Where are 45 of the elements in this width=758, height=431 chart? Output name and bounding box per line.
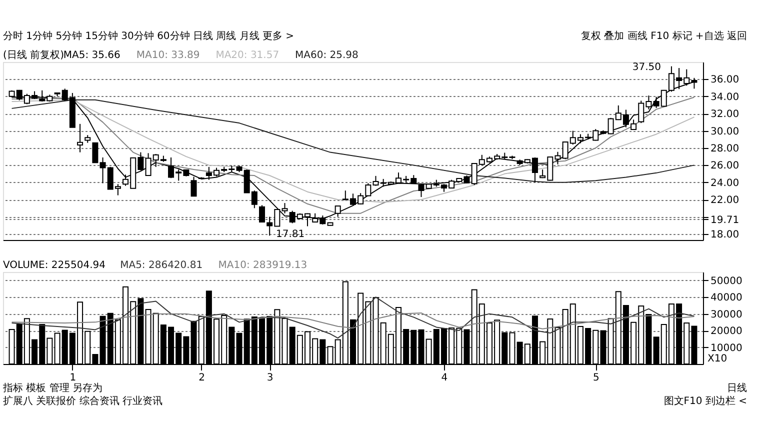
- text: MA10: 33.89: [136, 50, 200, 61]
- text: MA20: 31.57: [216, 50, 280, 61]
- y-tick-label: 30.00: [710, 126, 740, 138]
- line-series: [11, 99, 695, 183]
- x-tick-label: 4: [441, 372, 448, 384]
- text: MA60: 25.98: [295, 50, 358, 61]
- candlestick: [282, 202, 288, 214]
- text: 指标 模板 管理 另存为: [2, 382, 103, 394]
- candlestick: [92, 142, 98, 164]
- y-tick-label: 10000: [710, 342, 742, 354]
- text: 分时 1分钟 5分钟 15分钟 30分钟 60分钟 日线 周线 月线 更多 >: [3, 30, 294, 42]
- text: MA10: 283919.13: [218, 260, 308, 271]
- y-tick-label: 36.00: [710, 74, 740, 86]
- candlestick: [418, 184, 424, 198]
- y-tick-label: 24.00: [710, 178, 740, 189]
- y-tick-label: 28.00: [710, 143, 740, 154]
- line-series: [11, 296, 695, 339]
- y-axis-title: X10: [708, 354, 728, 364]
- y-tick-label: 22.00: [710, 195, 740, 206]
- chart-title: (日线 前复权): [3, 49, 64, 61]
- y-tick-label: 40000: [710, 292, 742, 304]
- y-tick-label: 26.00: [710, 160, 740, 172]
- candlestick: [190, 176, 197, 197]
- y-tick-label: 34.00: [710, 92, 740, 103]
- candlestick: [259, 204, 266, 222]
- text: MA5: 286420.81: [120, 260, 203, 271]
- text: 图文F10 到边栏 <: [664, 395, 747, 407]
- x-tick-label: 2: [198, 372, 206, 384]
- y-tick-label: 19.71: [710, 214, 740, 226]
- y-tick-label: 32.00: [710, 109, 740, 120]
- x-tick-label: 5: [592, 372, 600, 384]
- x-tick-label: 3: [266, 372, 274, 384]
- text: VOLUME: 225504.94: [3, 260, 106, 271]
- y-tick-label: 18.00: [710, 229, 740, 240]
- text: 扩展八 关联报价 综合资讯 行业资讯: [3, 395, 163, 407]
- text: MA5: 35.66: [63, 50, 120, 61]
- y-tick-label: 50000: [710, 276, 742, 287]
- candlestick: [77, 123, 84, 153]
- y-tick-label: 30000: [710, 309, 742, 320]
- annotation: 37.50: [632, 62, 661, 73]
- text: 日线: [727, 382, 747, 394]
- y-tick-label: 20000: [710, 326, 742, 338]
- text: 复权 叠加 画线 F10 标记 +自选 返回: [581, 30, 747, 42]
- annotation: 17.81: [276, 229, 305, 240]
- x-tick-label: 1: [70, 372, 76, 384]
